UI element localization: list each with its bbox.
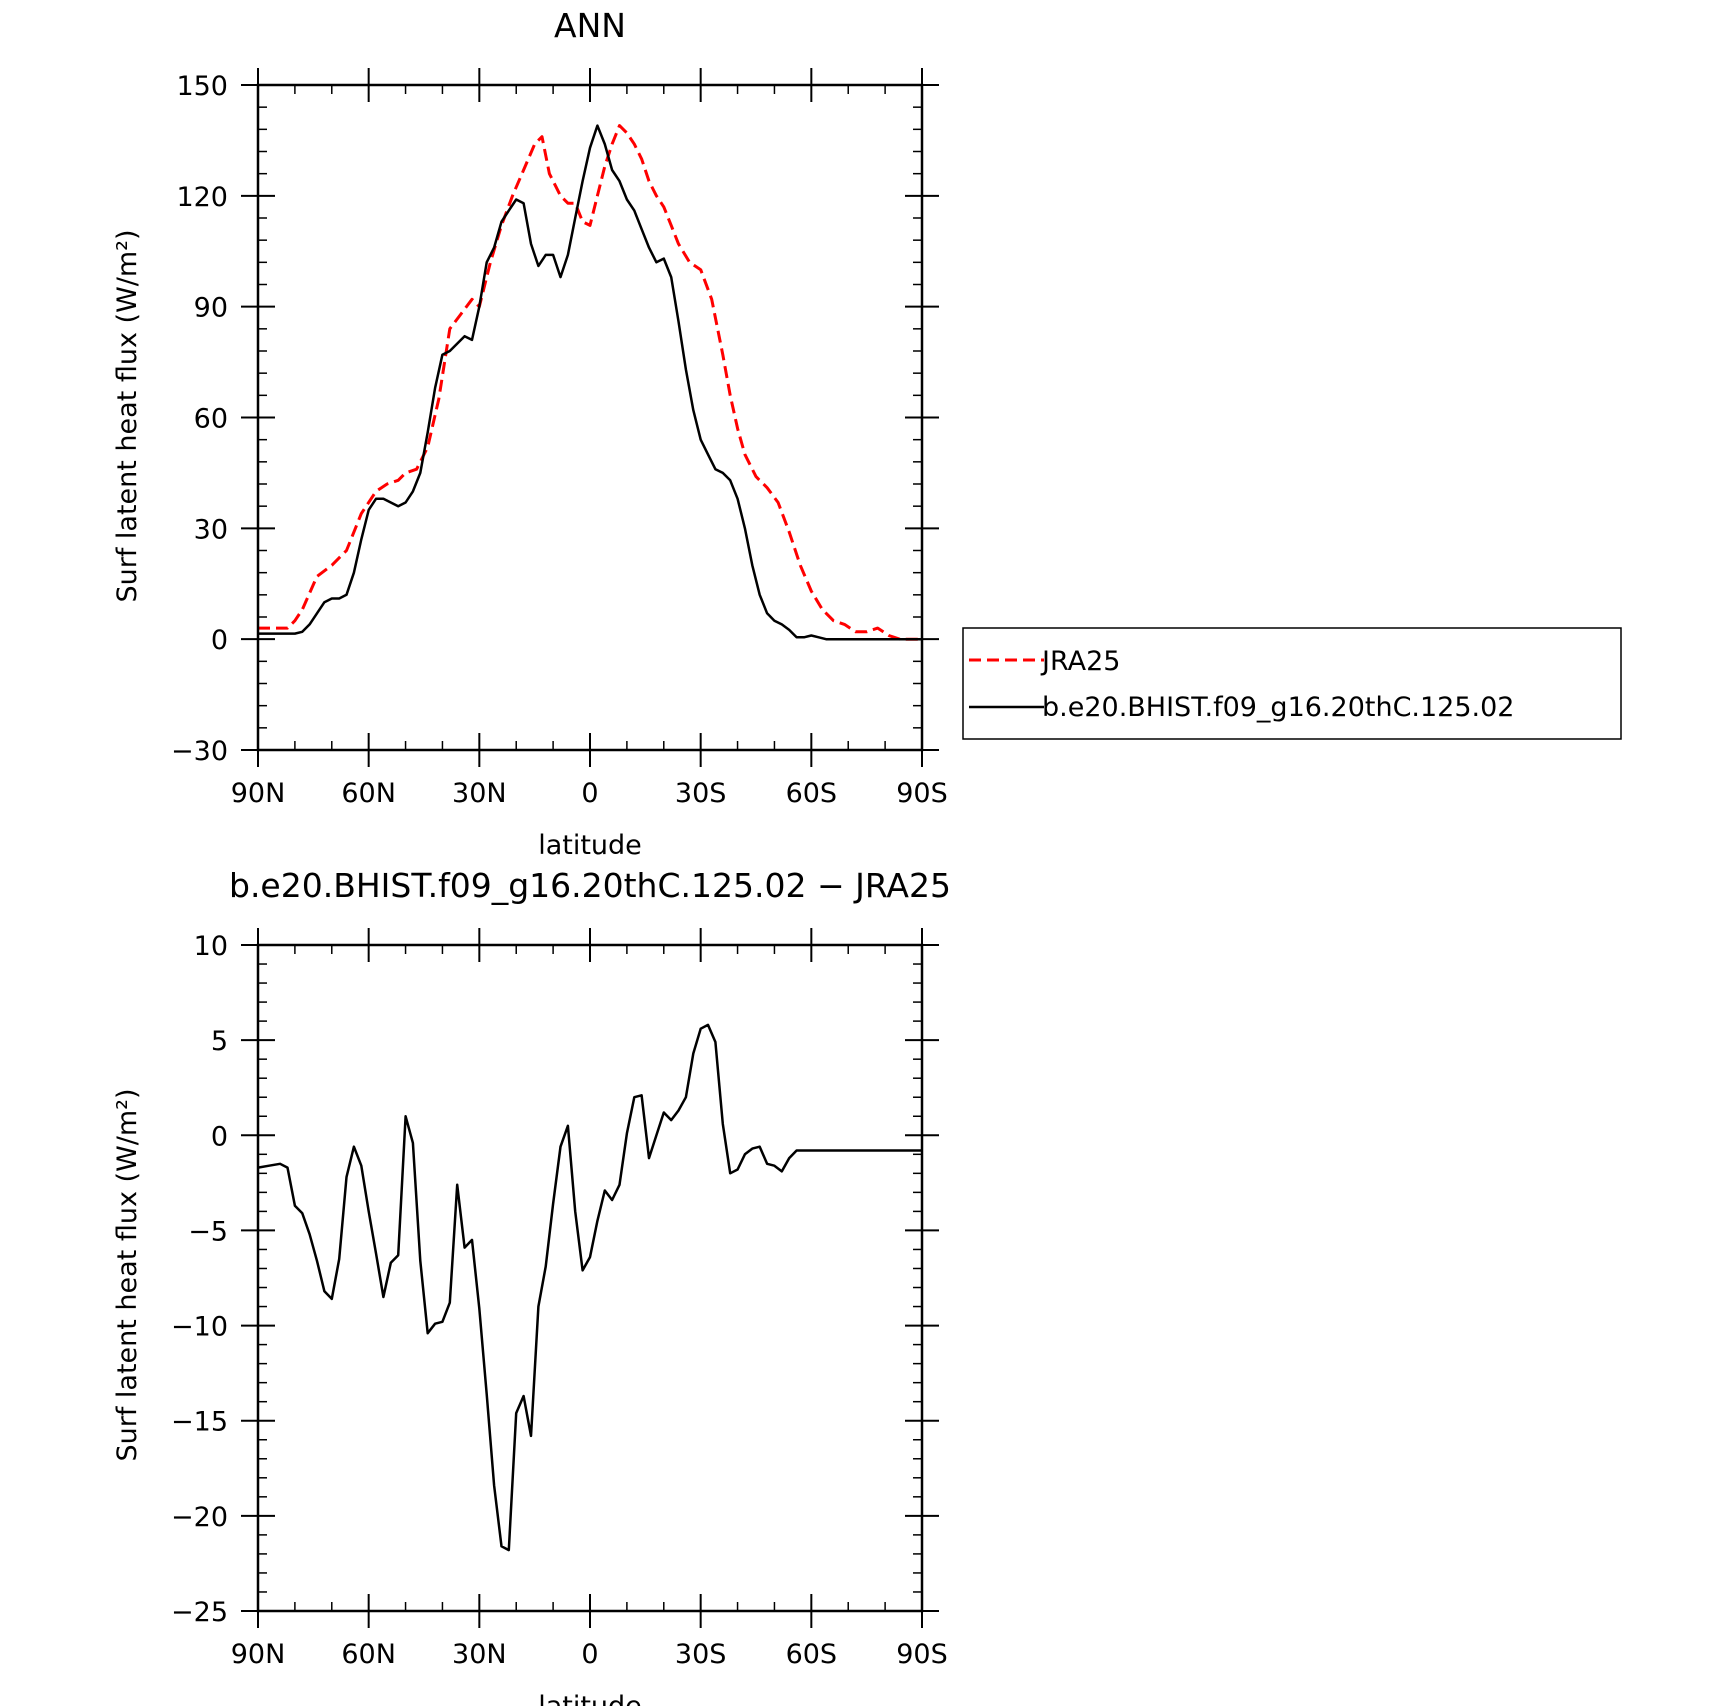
bottom-y-tick-label: 10: [194, 931, 228, 962]
top-series-line-1: [258, 124, 922, 641]
top-x-tick-label: 0: [581, 778, 598, 809]
legend-box: [962, 627, 1622, 740]
top-series-line-0: [258, 124, 922, 641]
bottom-x-tick-label: 30N: [452, 1639, 507, 1670]
legend-label-model: b.e20.BHIST.f09_g16.20thC.125.02: [1042, 692, 1514, 723]
top-y-tick-label: 30: [194, 514, 228, 545]
bottom-y-tick-label: −20: [171, 1502, 228, 1533]
top-y-axis-label: Surf latent heat flux (W/m²): [112, 229, 143, 602]
bottom-y-tick-label: −25: [171, 1597, 228, 1628]
bottom-x-tick-label: 0: [581, 1639, 598, 1670]
bottom-plot-area: 90N 60N 30N 0 30S 60S 90S −25 −20 −15 −10 −5 0 5 10: [171, 928, 948, 1670]
top-y-tick-label: 60: [194, 404, 228, 435]
bottom-y-tick-label: −5: [188, 1216, 228, 1247]
bottom-x-tick-label: 60N: [341, 1639, 396, 1670]
top-y-tick-label: 90: [194, 293, 228, 324]
bottom-plot-frame: [256, 943, 924, 1613]
top-y-tick-label: 120: [176, 182, 228, 213]
bottom-y-tick-label: 0: [211, 1121, 228, 1152]
top-x-tick-label: 90S: [896, 778, 948, 809]
bottom-x-tick-label: 60S: [786, 1639, 838, 1670]
bottom-x-axis-label: latitude: [538, 1691, 642, 1706]
top-x-tick-label: 30N: [452, 778, 507, 809]
top-chart-title: ANN: [554, 6, 626, 45]
top-x-tick-label: 30S: [675, 778, 727, 809]
top-x-tick-label: 60N: [341, 778, 396, 809]
bottom-series-line-0: [257, 1023, 922, 1552]
top-plot-area: 90N 60N 30N 0 30S 60S 90S −30 0 30 60 90 120 150: [171, 68, 948, 809]
top-y-tick-label: −30: [171, 736, 228, 767]
top-plot-frame: [256, 83, 924, 752]
top-x-axis-label: latitude: [538, 830, 642, 861]
bottom-x-tick-label: 90S: [896, 1639, 948, 1670]
legend: JRA25 b.e20.BHIST.f09_g16.20thC.125.02: [962, 627, 1622, 740]
top-panel: ANN 90N 60N 30N 0 30S 60S 90S−300306090120150 …: [112, 6, 948, 861]
bottom-chart-title: b.e20.BHIST.f09_g16.20thC.125.02 − JRA25: [229, 866, 951, 905]
bottom-y-tick-label: −15: [171, 1407, 228, 1438]
top-y-tick-label: 150: [176, 71, 228, 102]
bottom-x-tick-label: 90N: [231, 1639, 286, 1670]
bottom-x-tick-label: 30S: [675, 1639, 727, 1670]
bottom-y-tick-label: 5: [211, 1026, 228, 1057]
top-x-tick-label: 60S: [786, 778, 838, 809]
legend-label-jra25: JRA25: [1040, 646, 1120, 677]
bottom-y-tick-label: −10: [171, 1312, 228, 1343]
top-x-tick-label: 90N: [231, 778, 286, 809]
bottom-panel: b.e20.BHIST.f09_g16.20thC.125.02 − JRA25…: [112, 866, 951, 1706]
bottom-y-axis-label: Surf latent heat flux (W/m²): [112, 1088, 143, 1461]
top-y-tick-label: 0: [211, 625, 228, 656]
